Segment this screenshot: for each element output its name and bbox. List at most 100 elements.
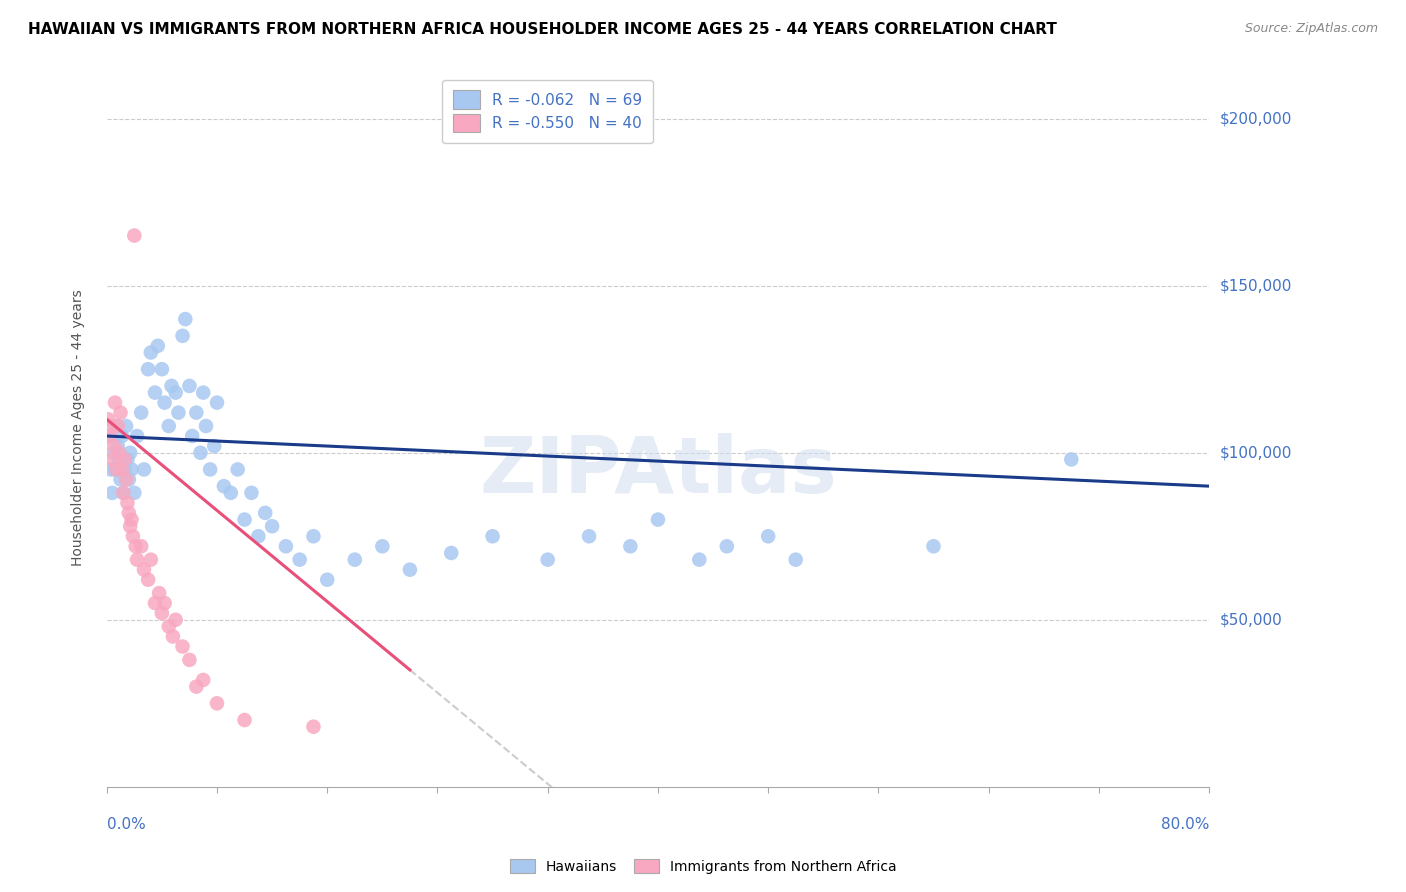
- Point: [647, 512, 669, 526]
- Point: [233, 713, 256, 727]
- Point: [212, 479, 235, 493]
- Point: [107, 419, 129, 434]
- Point: [111, 429, 134, 443]
- Text: 80.0%: 80.0%: [1161, 817, 1209, 832]
- Point: [343, 552, 366, 566]
- Point: [125, 539, 148, 553]
- Point: [233, 512, 256, 526]
- Point: [172, 328, 194, 343]
- Point: [101, 486, 124, 500]
- Point: [120, 519, 142, 533]
- Point: [219, 486, 242, 500]
- Point: [1060, 452, 1083, 467]
- Point: [181, 429, 204, 443]
- Point: [179, 653, 201, 667]
- Point: [190, 446, 212, 460]
- Point: [100, 462, 122, 476]
- Point: [148, 586, 170, 600]
- Point: [104, 462, 127, 476]
- Point: [115, 473, 138, 487]
- Point: [114, 462, 136, 476]
- Point: [107, 439, 129, 453]
- Point: [162, 630, 184, 644]
- Text: $50,000: $50,000: [1220, 612, 1282, 627]
- Point: [101, 452, 124, 467]
- Point: [202, 439, 225, 453]
- Point: [186, 406, 208, 420]
- Point: [247, 529, 270, 543]
- Point: [104, 395, 127, 409]
- Point: [193, 385, 215, 400]
- Point: [157, 619, 180, 633]
- Point: [186, 680, 208, 694]
- Point: [110, 473, 132, 487]
- Point: [110, 406, 132, 420]
- Point: [143, 596, 166, 610]
- Point: [105, 462, 128, 476]
- Point: [160, 379, 183, 393]
- Point: [146, 339, 169, 353]
- Point: [150, 362, 173, 376]
- Text: 0.0%: 0.0%: [107, 817, 145, 832]
- Text: HAWAIIAN VS IMMIGRANTS FROM NORTHERN AFRICA HOUSEHOLDER INCOME AGES 25 - 44 YEAR: HAWAIIAN VS IMMIGRANTS FROM NORTHERN AFR…: [28, 22, 1057, 37]
- Point: [440, 546, 463, 560]
- Point: [118, 473, 141, 487]
- Point: [105, 419, 128, 434]
- Point: [143, 385, 166, 400]
- Point: [122, 529, 145, 543]
- Point: [117, 452, 139, 467]
- Point: [117, 496, 139, 510]
- Point: [205, 696, 228, 710]
- Point: [120, 446, 142, 460]
- Text: $200,000: $200,000: [1220, 112, 1292, 126]
- Point: [97, 412, 120, 426]
- Point: [112, 486, 135, 500]
- Point: [165, 385, 187, 400]
- Text: ZIPAtlas: ZIPAtlas: [479, 433, 837, 508]
- Point: [922, 539, 945, 553]
- Point: [537, 552, 560, 566]
- Point: [302, 529, 325, 543]
- Point: [785, 552, 807, 566]
- Point: [153, 596, 176, 610]
- Point: [115, 419, 138, 434]
- Point: [254, 506, 277, 520]
- Point: [165, 613, 187, 627]
- Point: [103, 446, 125, 460]
- Point: [100, 419, 122, 434]
- Point: [111, 462, 134, 476]
- Point: [688, 552, 710, 566]
- Point: [716, 539, 738, 553]
- Point: [124, 486, 146, 500]
- Point: [103, 439, 125, 453]
- Y-axis label: Householder Income Ages 25 - 44 years: Householder Income Ages 25 - 44 years: [72, 289, 86, 566]
- Point: [481, 529, 503, 543]
- Point: [619, 539, 641, 553]
- Point: [153, 395, 176, 409]
- Point: [121, 512, 143, 526]
- Point: [112, 486, 135, 500]
- Point: [194, 419, 217, 434]
- Point: [139, 552, 162, 566]
- Point: [302, 720, 325, 734]
- Point: [121, 462, 143, 476]
- Point: [108, 446, 131, 460]
- Point: [316, 573, 339, 587]
- Point: [262, 519, 284, 533]
- Point: [226, 462, 249, 476]
- Point: [193, 673, 215, 687]
- Point: [198, 462, 221, 476]
- Point: [179, 379, 201, 393]
- Point: [132, 563, 155, 577]
- Point: [240, 486, 263, 500]
- Point: [129, 406, 152, 420]
- Point: [205, 395, 228, 409]
- Point: [98, 429, 121, 443]
- Point: [98, 429, 121, 443]
- Legend: Hawaiians, Immigrants from Northern Africa: Hawaiians, Immigrants from Northern Afri…: [503, 852, 903, 880]
- Point: [756, 529, 779, 543]
- Text: $150,000: $150,000: [1220, 278, 1292, 293]
- Point: [150, 606, 173, 620]
- Point: [132, 462, 155, 476]
- Point: [371, 539, 394, 553]
